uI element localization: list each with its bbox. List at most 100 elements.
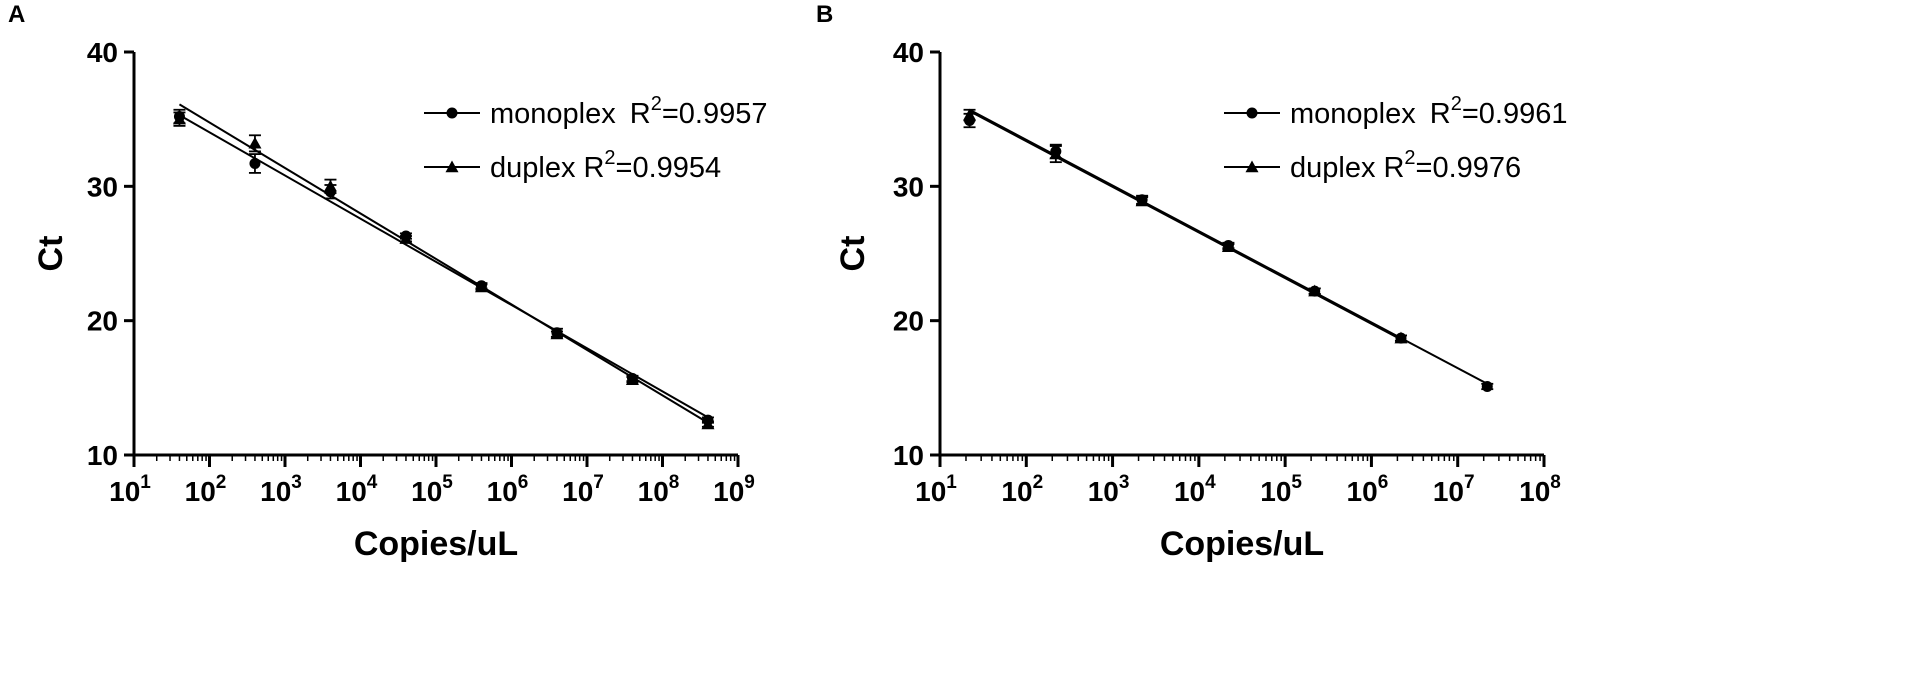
x-tick-label: 106 — [487, 472, 529, 507]
x-tick-base: 10 — [713, 476, 744, 507]
legend-r2-prefix: R — [583, 152, 604, 184]
x-tick-exponent: 8 — [669, 472, 680, 493]
x-tick-base: 10 — [109, 476, 140, 507]
series-duplex — [172, 103, 715, 430]
x-tick-base: 10 — [1260, 476, 1291, 507]
y-tick-label: 20 — [87, 306, 118, 337]
y-tick-label: 10 — [893, 440, 924, 471]
legend-label: duplex R2=0.9976 — [1290, 147, 1521, 184]
fit-line-duplex — [178, 103, 709, 424]
x-tick-exponent: 6 — [518, 472, 529, 493]
data-point-duplex — [550, 327, 564, 340]
x-tick-exponent: 6 — [1378, 472, 1389, 493]
y-tick-label: 10 — [87, 440, 118, 471]
data-point-duplex — [323, 179, 337, 192]
x-axis-title: Copies/uL — [1160, 525, 1324, 563]
x-tick-label: 101 — [109, 472, 151, 507]
x-tick-label: 101 — [915, 472, 957, 507]
x-tick-exponent: 4 — [367, 472, 378, 493]
x-tick-base: 10 — [1347, 476, 1378, 507]
fit-line-duplex — [969, 110, 1402, 341]
y-tick-label: 30 — [87, 171, 118, 202]
x-tick-exponent: 2 — [216, 472, 227, 493]
legend-label: duplex R2=0.9954 — [490, 147, 721, 184]
data-point-duplex — [399, 232, 413, 244]
x-tick-exponent: 5 — [442, 472, 453, 493]
x-tick-label: 108 — [1519, 472, 1561, 507]
x-tick-base: 10 — [915, 476, 946, 507]
x-tick-exponent: 8 — [1550, 472, 1561, 493]
x-tick-label: 102 — [185, 472, 227, 507]
data-point-duplex — [1394, 331, 1408, 344]
data-point-duplex — [248, 136, 262, 149]
x-tick-exponent: 9 — [744, 472, 755, 493]
legend-label: monoplex R2=0.9961 — [1290, 93, 1567, 130]
legend-series-name: monoplex — [1290, 98, 1416, 130]
x-tick-base: 10 — [411, 476, 442, 507]
data-point-duplex — [963, 108, 977, 121]
x-tick-label: 109 — [713, 472, 755, 507]
x-tick-base: 10 — [185, 476, 216, 507]
data-point-duplex — [701, 417, 715, 430]
legend-entry-monoplex: monoplex R2=0.9957 — [424, 93, 767, 130]
panel-label: A — [8, 1, 25, 28]
x-tick-base: 10 — [1088, 476, 1119, 507]
data-point-duplex — [1135, 194, 1149, 207]
x-tick-label: 106 — [1347, 472, 1389, 507]
legend-series-name: duplex — [1290, 152, 1376, 184]
legend-entry-duplex: duplex R2=0.9954 — [424, 147, 721, 184]
x-tick-exponent: 7 — [593, 472, 604, 493]
legend-r2-value: =0.9954 — [616, 152, 722, 184]
legend-r2-value: =0.9961 — [1462, 98, 1568, 130]
fit-line-monoplex — [178, 114, 709, 419]
x-tick-base: 10 — [562, 476, 593, 507]
legend-r2-sup: 2 — [604, 147, 615, 169]
data-point-duplex — [474, 280, 488, 293]
x-tick-base: 10 — [1001, 476, 1032, 507]
series-duplex — [963, 108, 1408, 344]
x-tick-exponent: 5 — [1291, 472, 1302, 493]
legend-r2-sup: 2 — [1451, 93, 1462, 115]
data-point-duplex — [1221, 240, 1235, 252]
y-axis-title: Ct — [32, 236, 70, 272]
legend-entry-monoplex: monoplex R2=0.9961 — [1224, 93, 1567, 130]
x-tick-label: 103 — [260, 472, 302, 507]
legend-marker-circle — [446, 107, 458, 119]
data-point-monoplex — [1481, 380, 1493, 392]
x-tick-base: 10 — [260, 476, 291, 507]
data-point-duplex — [625, 373, 639, 385]
x-tick-exponent: 1 — [140, 472, 151, 493]
x-tick-label: 107 — [1433, 472, 1475, 507]
x-tick-exponent: 1 — [946, 472, 957, 493]
legend-series-name: duplex — [490, 152, 576, 184]
panel-label: B — [816, 1, 833, 28]
legend-r2-value: =0.9957 — [662, 98, 768, 130]
data-point-duplex — [1049, 147, 1063, 160]
data-point-monoplex — [249, 157, 261, 169]
x-tick-base: 10 — [1433, 476, 1464, 507]
x-tick-exponent: 2 — [1033, 472, 1044, 493]
legend-label: monoplex R2=0.9957 — [490, 93, 767, 130]
x-tick-label: 104 — [336, 472, 378, 507]
x-tick-exponent: 4 — [1205, 472, 1216, 493]
legend-r2-value: =0.9976 — [1416, 152, 1522, 184]
legend-marker-triangle — [1245, 160, 1259, 173]
legend-marker-circle — [1246, 107, 1258, 119]
x-tick-label: 103 — [1088, 472, 1130, 507]
legend-r2-sup: 2 — [651, 93, 662, 115]
x-tick-label: 105 — [411, 472, 453, 507]
legend-r2-prefix: R — [1430, 98, 1451, 130]
y-tick-label: 20 — [893, 306, 924, 337]
x-axis-title: Copies/uL — [354, 525, 518, 563]
x-tick-exponent: 3 — [291, 472, 302, 493]
legend-r2-prefix: R — [1383, 152, 1404, 184]
legend-series-name: monoplex — [490, 98, 616, 130]
x-tick-base: 10 — [336, 476, 367, 507]
data-point-duplex — [172, 112, 186, 125]
y-tick-label: 40 — [87, 37, 118, 68]
data-point-duplex — [1308, 284, 1322, 297]
legend-r2-prefix: R — [630, 98, 651, 130]
legend-entry-duplex: duplex R2=0.9976 — [1224, 147, 1521, 184]
